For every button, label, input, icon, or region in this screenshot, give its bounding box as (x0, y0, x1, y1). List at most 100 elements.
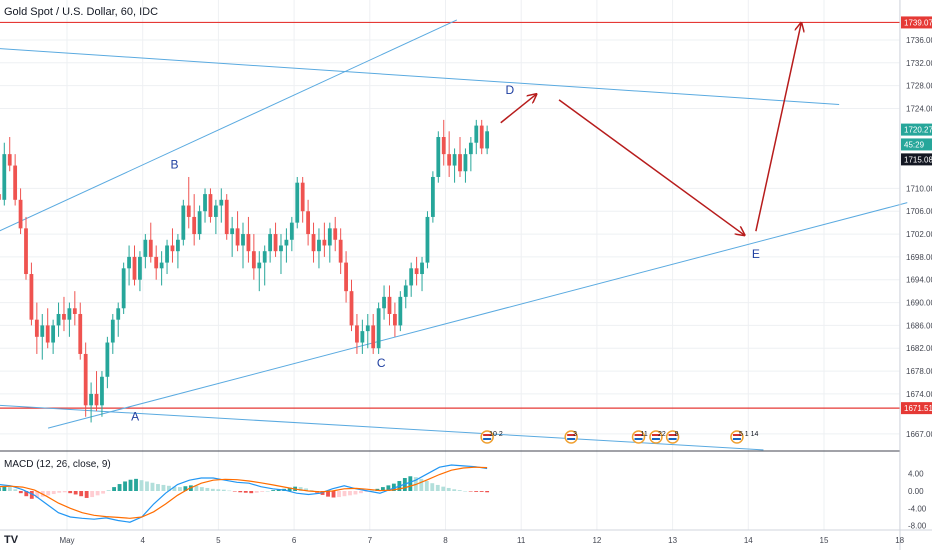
macd-bar (298, 487, 303, 491)
candle-body (382, 296, 386, 309)
price-tag-label: 45:29 (904, 140, 925, 149)
candle-body (219, 199, 224, 206)
event-flag[interactable]: 3 (564, 430, 578, 444)
macd-bar (408, 476, 413, 491)
candle-body (72, 308, 77, 314)
macd-bar (199, 487, 204, 491)
candle-body (463, 154, 468, 172)
flag-stripe (634, 438, 643, 440)
macd-bar (112, 487, 116, 491)
channel-line (47, 202, 908, 429)
candle-body (165, 245, 169, 263)
macd-bar (7, 487, 12, 491)
candle-body (300, 182, 305, 212)
time-tick-label: 13 (668, 536, 677, 545)
candle-body (458, 154, 462, 172)
price-tick-label: 1686.00 (906, 321, 932, 330)
price-tag-bg (901, 138, 932, 151)
macd-bar (446, 487, 451, 491)
candle-body (67, 308, 72, 320)
price-tick-label: 1724.00 (906, 104, 932, 113)
candle-body (192, 216, 197, 235)
macd-bar (337, 491, 341, 498)
macd-title: MACD (12, 26, close, 9) (4, 459, 111, 470)
price-tag-label: 1739.07 (904, 18, 932, 27)
macd-bar (156, 484, 160, 491)
candle-body (479, 125, 484, 149)
macd-bar (106, 490, 111, 491)
candle-body (468, 142, 473, 155)
candle-body (208, 194, 213, 217)
candle-body (45, 325, 50, 343)
event-flag[interactable]: 5 1 14 (730, 430, 759, 444)
projection-arrow (500, 94, 537, 124)
candle-body (447, 154, 452, 166)
price-tick-label: 1706.00 (906, 207, 932, 216)
candle-body (148, 239, 153, 257)
candle-body (289, 222, 294, 240)
event-flag[interactable]: 22 (649, 430, 666, 444)
price-tick-label: 1682.00 (906, 344, 932, 353)
macd-lines (0, 464, 488, 523)
candle-body (78, 313, 83, 354)
macd-bar (90, 491, 95, 498)
candle-body (18, 199, 23, 229)
macd-bar (424, 481, 429, 491)
event-flag[interactable]: 10 2 (480, 430, 503, 444)
time-tick-label: May (59, 536, 74, 545)
macd-bar (452, 489, 457, 491)
candle-body (13, 165, 18, 200)
macd-bar (232, 491, 237, 492)
projection-arrow (558, 99, 744, 235)
price-pane[interactable]: A B C D E 10 2 3 11 22 8 5 1 14 (0, 19, 908, 451)
wave-label-e: E (752, 247, 760, 261)
macd-bar (84, 491, 89, 498)
candle-body (371, 325, 376, 349)
macd-bar (0, 487, 1, 491)
projection-arrows (500, 23, 802, 235)
macd-bar (441, 486, 446, 491)
flag-stripe (732, 434, 741, 436)
projection-arrow (755, 23, 801, 232)
macd-bar (238, 491, 243, 493)
macd-bar (210, 488, 215, 491)
event-count: 5 1 14 (739, 431, 759, 438)
macd-axis[interactable]: 4.00 0.00 -4.00 -8.00 (908, 470, 927, 531)
macd-bar (139, 480, 144, 491)
macd-tick-label: -8.00 (908, 522, 927, 531)
event-flag[interactable]: 8 (665, 430, 680, 444)
candle-body (485, 131, 490, 149)
candle-body (262, 251, 267, 263)
macd-bar (145, 481, 149, 491)
candle-body (306, 211, 311, 235)
event-flag[interactable]: 11 (631, 430, 648, 444)
candle-body (34, 319, 39, 337)
macd-bar (348, 491, 352, 496)
candle-body (154, 256, 159, 269)
macd-bar (62, 491, 67, 493)
macd-bar (134, 478, 138, 491)
candle-body (121, 268, 126, 309)
candle-body (452, 154, 457, 166)
macd-pane[interactable] (0, 464, 490, 523)
event-count: 11 (641, 431, 648, 438)
price-axis[interactable]: 1667.00 1674.00 1678.00 1682.00 1686.00 1690.… (906, 36, 932, 439)
candle-body (230, 228, 235, 235)
macd-bar (227, 490, 232, 492)
price-tick-label: 1698.00 (906, 253, 932, 262)
flag-stripe (634, 434, 643, 436)
macd-bar (265, 491, 270, 492)
macd-bar (309, 490, 314, 491)
candle-body (403, 285, 408, 297)
time-axis[interactable]: May 4 5 6 7 8 11 12 13 14 15 18 (59, 536, 904, 545)
economic-events[interactable]: 10 2 3 11 22 8 5 1 14 (480, 430, 759, 444)
candle-body (241, 234, 245, 246)
price-tick-label: 1710.00 (906, 184, 932, 193)
candle-body (257, 262, 262, 269)
candle-body (110, 319, 115, 343)
candle-body (116, 308, 121, 320)
macd-tick-label: 0.00 (908, 487, 924, 496)
candle-body (105, 342, 110, 377)
candle-body (213, 205, 218, 217)
